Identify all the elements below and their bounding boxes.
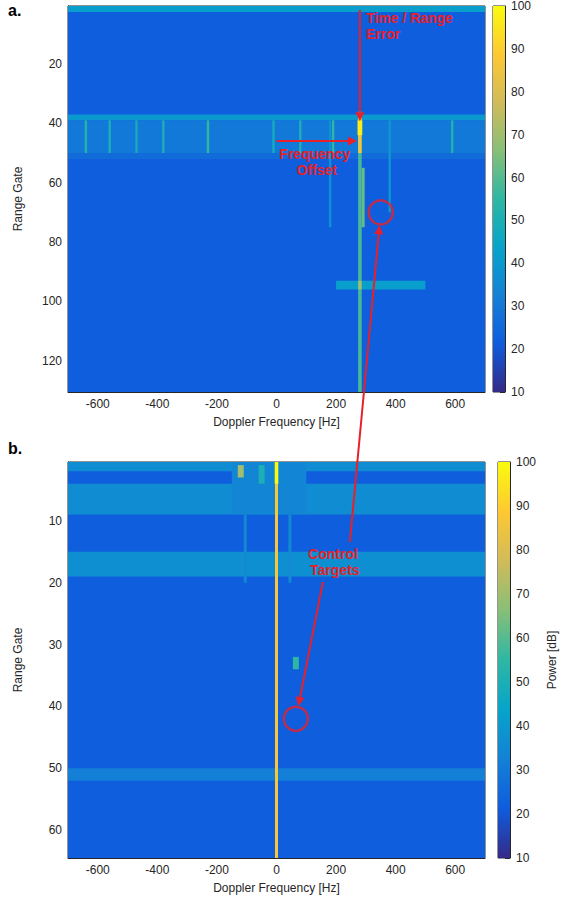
svg-text:Offset: Offset: [296, 162, 337, 178]
svg-text:20: 20: [516, 807, 530, 821]
svg-text:400: 400: [386, 397, 406, 411]
svg-text:-600: -600: [86, 863, 110, 877]
svg-text:10: 10: [511, 385, 525, 399]
svg-text:70: 70: [516, 587, 530, 601]
svg-text:600: 600: [445, 397, 465, 411]
svg-text:600: 600: [445, 863, 465, 877]
svg-text:Targets: Targets: [310, 562, 360, 578]
svg-text:20: 20: [49, 576, 63, 590]
svg-text:Doppler Frequency [Hz]: Doppler Frequency [Hz]: [213, 415, 340, 429]
svg-text:40: 40: [516, 719, 530, 733]
svg-text:200: 200: [326, 397, 346, 411]
svg-text:Power [dB]: Power [dB]: [545, 631, 559, 690]
svg-text:30: 30: [49, 638, 63, 652]
svg-text:-600: -600: [86, 397, 110, 411]
svg-text:50: 50: [516, 675, 530, 689]
svg-text:400: 400: [386, 863, 406, 877]
svg-text:30: 30: [511, 299, 525, 313]
svg-text:Doppler Frequency [Hz]: Doppler Frequency [Hz]: [213, 881, 340, 895]
svg-text:60: 60: [49, 176, 63, 190]
svg-text:Frequency: Frequency: [279, 146, 354, 162]
svg-text:0: 0: [273, 397, 280, 411]
svg-text:100: 100: [42, 294, 62, 308]
svg-text:70: 70: [511, 128, 525, 142]
svg-text:30: 30: [516, 763, 530, 777]
svg-text:60: 60: [511, 171, 525, 185]
svg-text:200: 200: [326, 863, 346, 877]
svg-text:20: 20: [49, 57, 63, 71]
svg-text:90: 90: [511, 42, 525, 56]
svg-text:40: 40: [49, 116, 63, 130]
svg-text:-200: -200: [205, 397, 229, 411]
svg-text:80: 80: [511, 85, 525, 99]
svg-text:60: 60: [516, 631, 530, 645]
svg-text:b.: b.: [8, 440, 22, 457]
svg-text:10: 10: [49, 514, 63, 528]
svg-text:-400: -400: [145, 863, 169, 877]
svg-text:80: 80: [49, 235, 63, 249]
svg-text:-200: -200: [205, 863, 229, 877]
svg-text:10: 10: [516, 851, 530, 865]
svg-text:100: 100: [511, 0, 531, 13]
svg-text:80: 80: [516, 543, 530, 557]
svg-text:40: 40: [49, 699, 63, 713]
svg-text:Range Gate: Range Gate: [11, 166, 25, 231]
svg-text:Control: Control: [308, 546, 362, 562]
svg-text:120: 120: [42, 354, 62, 368]
svg-text:40: 40: [511, 256, 525, 270]
svg-text:Error: Error: [366, 26, 401, 42]
svg-text:20: 20: [511, 342, 525, 356]
svg-text:90: 90: [516, 499, 530, 513]
svg-text:60: 60: [49, 823, 63, 837]
svg-text:Time / Range: Time / Range: [366, 10, 457, 26]
svg-text:0: 0: [273, 863, 280, 877]
svg-text:a.: a.: [8, 2, 21, 19]
svg-text:100: 100: [516, 455, 536, 469]
svg-text:Range Gate: Range Gate: [11, 627, 25, 692]
svg-text:-400: -400: [145, 397, 169, 411]
svg-text:50: 50: [511, 213, 525, 227]
svg-text:50: 50: [49, 761, 63, 775]
